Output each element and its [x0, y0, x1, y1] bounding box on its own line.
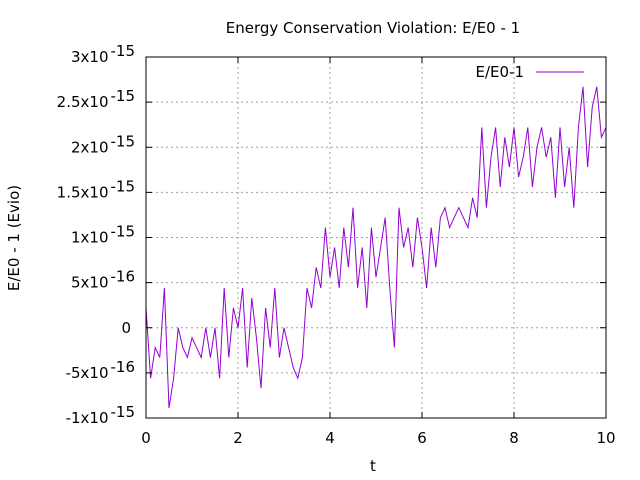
y-tick-label: 5x10 — [71, 274, 109, 292]
series-line — [145, 86, 607, 409]
series-layer — [145, 86, 607, 409]
y-tick-exponent: -15 — [111, 403, 136, 421]
y-tick-label: 1x10 — [71, 229, 109, 247]
y-tick-label: 1.5x10 — [57, 183, 109, 201]
x-tick-label: 0 — [141, 429, 151, 447]
chart-title: Energy Conservation Violation: E/E0 - 1 — [226, 19, 520, 37]
y-tick-exponent: -16 — [111, 268, 136, 286]
y-tick-exponent: -15 — [111, 87, 136, 105]
x-tick-label: 2 — [233, 429, 243, 447]
y-axis-label: E/E0 - 1 (Evio) — [5, 185, 23, 291]
x-tick-label: 8 — [509, 429, 519, 447]
y-tick-label: 2.5x10 — [57, 93, 109, 111]
x-axis-label: t — [370, 457, 376, 475]
y-tick-exponent: -15 — [111, 132, 136, 150]
y-tick-label: -1x10 — [66, 409, 109, 427]
y-tick-label: 2x10 — [71, 138, 109, 156]
x-tick-label: 4 — [325, 429, 335, 447]
x-tick-label: 6 — [417, 429, 427, 447]
y-tick-exponent: -15 — [111, 223, 136, 241]
y-tick-exponent: -15 — [111, 177, 136, 195]
y-tick-label: 0 — [121, 319, 131, 337]
y-tick-exponent: -16 — [111, 358, 136, 376]
x-tick-label: 10 — [596, 429, 615, 447]
grid-layer — [146, 57, 606, 418]
y-tick-label: 3x10 — [71, 48, 109, 66]
legend: E/E0-1 — [475, 63, 584, 81]
legend-label: E/E0-1 — [475, 63, 524, 81]
tick-layer: 0 2 4 6 8 10-15-1x10-16-5x100-165x10-151x10-1… — [57, 42, 616, 447]
y-tick-exponent: -15 — [111, 42, 136, 60]
y-tick-label: -5x10 — [66, 364, 109, 382]
